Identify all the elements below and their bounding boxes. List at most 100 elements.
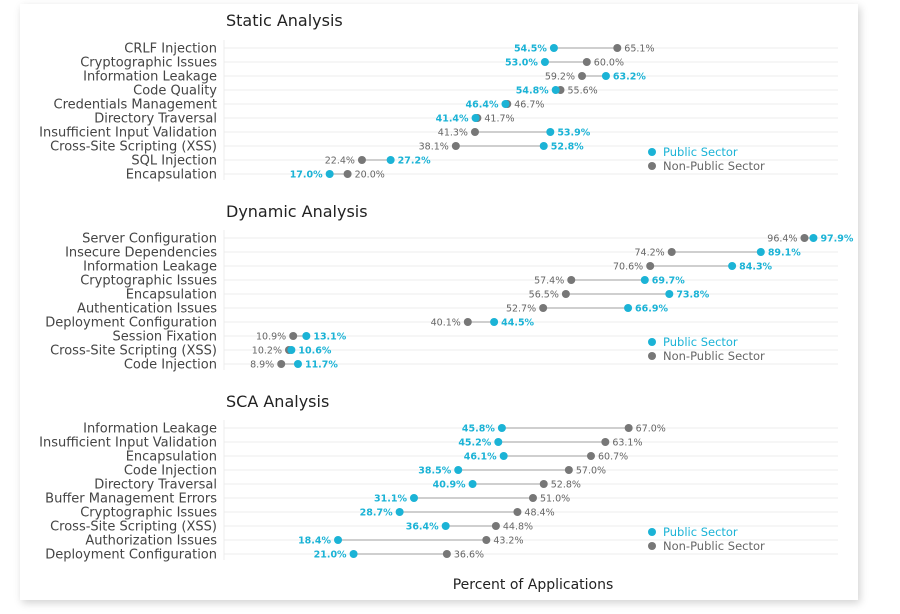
nonpublic-value-label: 46.7% — [514, 100, 544, 111]
category-label: Code Quality — [133, 84, 217, 99]
nonpublic-value-label: 70.6% — [613, 262, 643, 273]
nonpublic-value-label: 74.2% — [635, 248, 665, 259]
nonpublic-value-label: 52.7% — [506, 304, 536, 315]
chart-panels: Static Analysis CRLF Injection 54.5% 65.1% C… — [39, 11, 854, 563]
category-label: Cryptographic Issues — [80, 56, 217, 71]
public-point — [490, 318, 499, 326]
nonpublic-value-label: 55.6% — [567, 86, 597, 97]
nonpublic-point — [357, 156, 366, 164]
nonpublic-value-label: 96.4% — [767, 234, 797, 245]
public-point — [546, 128, 555, 136]
panel-3: SCA Analysis Information Leakage 45.8% 67.0… — [39, 392, 838, 563]
nonpublic-point — [513, 508, 522, 516]
category-label: Code Injection — [124, 464, 217, 479]
nonpublic-point — [800, 234, 809, 242]
category-label: Cross-Site Scripting (XSS) — [50, 140, 217, 155]
nonpublic-point — [539, 480, 548, 488]
nonpublic-point — [482, 536, 491, 544]
nonpublic-value-label: 56.5% — [529, 290, 559, 301]
public-value-label: 11.7% — [305, 360, 338, 371]
public-value-label: 28.7% — [360, 508, 393, 519]
x-axis-label: Percent of Applications — [453, 577, 614, 593]
public-value-label: 46.4% — [466, 100, 499, 111]
public-value-label: 44.5% — [501, 318, 534, 329]
nonpublic-point — [561, 290, 570, 298]
public-value-label: 54.8% — [516, 86, 549, 97]
public-value-label: 18.4% — [298, 536, 331, 547]
legend-nonpublic-label: Non-Public Sector — [663, 159, 765, 173]
public-point — [293, 360, 302, 368]
nonpublic-point — [624, 424, 633, 432]
public-value-label: 63.2% — [613, 72, 646, 83]
public-point — [809, 234, 818, 242]
category-label: SQL Injection — [131, 154, 217, 169]
public-value-label: 13.1% — [313, 332, 346, 343]
category-label: Authentication Issues — [77, 302, 217, 317]
public-value-label: 84.3% — [739, 262, 772, 273]
category-label: Encapsulation — [126, 288, 217, 303]
panel-title: Dynamic Analysis — [226, 202, 368, 221]
public-value-label: 73.8% — [676, 290, 709, 301]
public-point — [494, 438, 503, 446]
nonpublic-point — [528, 494, 537, 502]
nonpublic-point — [586, 452, 595, 460]
public-value-label: 21.0% — [314, 550, 347, 561]
public-value-label: 45.8% — [462, 424, 495, 435]
category-label: Cross-Site Scripting (XSS) — [50, 520, 217, 535]
nonpublic-point — [564, 466, 573, 474]
nonpublic-point — [442, 550, 451, 558]
category-label: Encapsulation — [126, 450, 217, 465]
nonpublic-value-label: 57.4% — [534, 276, 564, 287]
public-point — [501, 100, 510, 108]
nonpublic-value-label: 52.8% — [551, 480, 581, 491]
category-label: Buffer Management Errors — [45, 492, 217, 507]
category-label: Authorization Issues — [85, 534, 217, 549]
public-value-label: 27.2% — [398, 156, 431, 167]
legend-nonpublic-swatch — [648, 542, 656, 550]
nonpublic-value-label: 22.4% — [325, 156, 355, 167]
nonpublic-point — [646, 262, 655, 270]
public-value-label: 69.7% — [652, 276, 685, 287]
panel-title: SCA Analysis — [226, 392, 329, 411]
public-point — [756, 248, 765, 256]
panel-title: Static Analysis — [226, 11, 343, 30]
nonpublic-value-label: 10.2% — [252, 346, 282, 357]
legend-nonpublic-swatch — [648, 162, 656, 170]
legend-nonpublic-label: Non-Public Sector — [663, 349, 765, 363]
category-label: Encapsulation — [126, 168, 217, 183]
panel-2: Dynamic Analysis Server Configuration 97.9… — [45, 202, 854, 373]
public-point — [549, 44, 558, 52]
nonpublic-point — [539, 304, 548, 312]
legend-public-label: Public Sector — [663, 335, 738, 349]
public-point — [728, 262, 737, 270]
nonpublic-point — [567, 276, 576, 284]
category-label: CRLF Injection — [124, 42, 217, 57]
nonpublic-point — [451, 142, 460, 150]
legend-public-swatch — [648, 148, 656, 156]
public-point — [454, 466, 463, 474]
category-label: Directory Traversal — [94, 112, 217, 127]
nonpublic-value-label: 41.3% — [438, 128, 468, 139]
public-value-label: 54.5% — [514, 44, 547, 55]
legend-nonpublic-label: Non-Public Sector — [663, 539, 765, 553]
nonpublic-point — [289, 332, 298, 340]
public-point — [302, 332, 311, 340]
nonpublic-value-label: 43.2% — [493, 536, 523, 547]
public-point — [287, 346, 296, 354]
category-label: Directory Traversal — [94, 478, 217, 493]
public-point — [468, 480, 477, 488]
nonpublic-value-label: 36.6% — [454, 550, 484, 561]
public-value-label: 40.9% — [433, 480, 466, 491]
public-value-label: 53.9% — [557, 128, 590, 139]
public-point — [334, 536, 343, 544]
category-label: Insufficient Input Validation — [39, 126, 217, 141]
panel-1: Static Analysis CRLF Injection 54.5% 65.1% C… — [39, 11, 838, 183]
nonpublic-value-label: 40.1% — [431, 318, 461, 329]
public-point — [471, 114, 480, 122]
nonpublic-value-label: 67.0% — [636, 424, 666, 435]
public-value-label: 53.0% — [505, 58, 538, 69]
nonpublic-point — [578, 72, 587, 80]
category-label: Information Leakage — [83, 70, 217, 85]
public-value-label: 46.1% — [464, 452, 497, 463]
